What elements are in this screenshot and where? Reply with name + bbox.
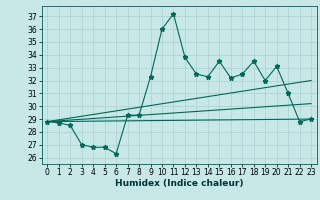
X-axis label: Humidex (Indice chaleur): Humidex (Indice chaleur) [115, 179, 244, 188]
